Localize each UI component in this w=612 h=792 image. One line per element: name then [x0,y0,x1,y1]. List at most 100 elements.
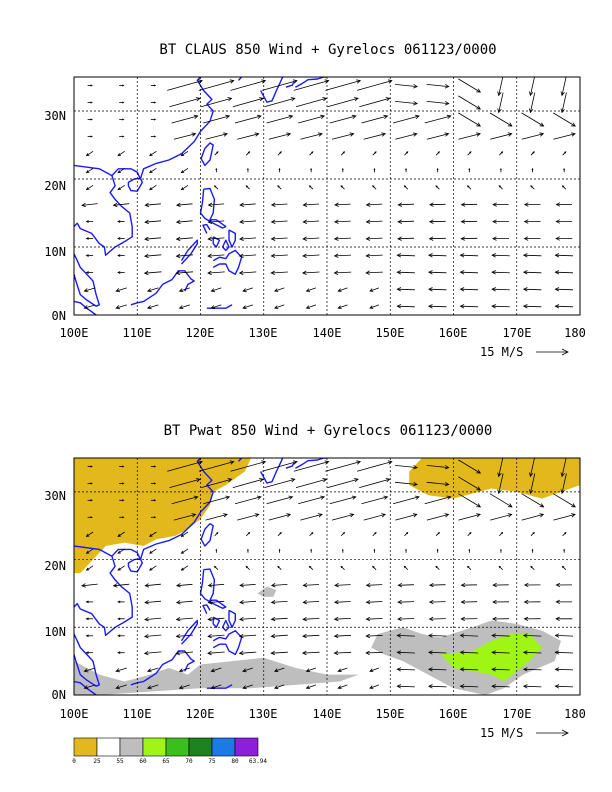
coastline-segment [202,223,211,234]
wind-arrow [302,633,320,639]
ref-vector-head [561,348,569,356]
colorbar-box [96,737,121,757]
coastline-segment [74,458,214,561]
wind-arrow [327,97,359,108]
wind-arrow [460,236,478,241]
wind-arrow [230,79,267,91]
wind-arrow [426,481,450,487]
wind-arrow [115,667,127,673]
wind-arrow [268,132,292,140]
wind-arrow [396,287,415,292]
lon-label: 100E [60,326,89,340]
wind-arrow [210,287,222,293]
wind-arrow [560,458,567,478]
wind-arrow [499,531,504,537]
wind-arrow [492,582,509,588]
wind-arrow [180,548,189,554]
wind-arrow [278,167,281,173]
wind-arrow [337,287,348,292]
lat-label: 30N [44,109,66,123]
wind-arrow [198,79,235,91]
wind-arrow [522,650,542,655]
lat-label: 0N [52,688,66,702]
coastline [74,77,327,315]
wind-arrow [213,565,219,570]
wind-arrow [365,650,383,656]
wind-arrow [85,565,94,571]
lon-label: 130E [249,326,278,340]
wind-arrow [200,97,233,108]
coastline-segment [199,568,227,609]
wind-arrow [552,493,576,508]
wind-arrow [492,219,509,224]
wind-arrow [85,651,94,655]
wind-arrow [245,185,250,190]
wind-arrow [460,202,478,207]
wind-arrow [523,616,541,622]
wind-arrow [270,270,288,275]
colorbar-label: 55 [116,758,124,765]
wind-arrow [560,473,567,495]
lat-label: 20N [44,559,66,573]
wind-arrow [273,287,285,292]
wind-arrow [85,531,94,537]
wind-arrow [333,650,352,656]
colorbar-box [165,737,190,757]
wind-arrow [499,151,504,156]
wind-arrow [468,167,471,173]
wind-arrow [214,531,219,537]
pwat-shading [74,458,580,695]
wind-arrow [403,185,409,190]
panel-title: BT Pwat 850 Wind + Gyrelocs 061123/0000 [164,423,493,439]
coastline-segment [74,233,100,307]
wind-arrow [341,548,344,553]
wind-arrow [521,112,545,127]
wind-arrow [293,79,330,91]
wind-arrow [83,667,96,673]
wind-arrow [210,304,222,310]
wind-arrow [340,565,345,570]
lon-label: 120E [186,326,215,340]
wind-arrow [365,582,383,588]
coastline-segment [295,77,327,88]
lat-label: 0N [52,309,66,323]
wind-arrow [334,219,351,224]
wind-arrow [215,548,218,553]
wind-arrow [396,304,415,309]
wind-arrow [500,548,502,553]
wind-arrow [119,135,125,138]
wind-arrow [178,304,190,310]
wind-arrow [396,650,415,655]
wind-arrow [561,185,567,190]
wind-arrow [459,684,479,689]
wind-arrow [150,118,157,121]
wind-arrow [403,565,409,570]
wind-arrow [117,271,125,274]
wind-arrow [150,135,157,138]
wind-arrow [529,473,536,495]
wind-arrow [361,114,389,124]
wind-arrow [85,548,94,554]
wind-arrow [491,684,510,689]
wind-arrow [207,583,225,588]
wind-arrow [119,101,125,104]
wind-arrow [435,185,440,190]
wind-arrow [460,219,478,224]
wind-arrow [278,548,281,553]
wind-arrow [372,531,377,537]
wind-arrow [270,600,288,605]
wind-arrow [395,513,418,521]
wind-arrow [397,219,415,224]
wind-arrow [561,565,567,570]
wind-arrow [207,270,225,276]
wind-arrow [531,167,534,173]
wind-arrow [119,84,125,87]
grid-lines [74,77,580,315]
wind-arrow [232,478,264,488]
colorbar-box [119,737,144,757]
wind-arrow [363,513,387,521]
reference-vector: 15 M/S [480,726,569,740]
wind-arrow [308,185,314,190]
wind-arrow [277,565,282,570]
wind-arrow [428,270,447,275]
